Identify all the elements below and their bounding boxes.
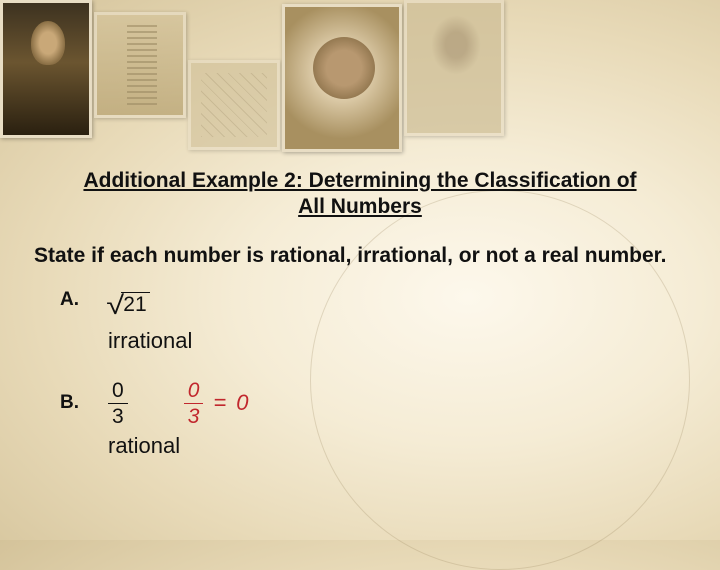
sqrt-radicand: 21 — [121, 292, 149, 317]
slide-prompt: State if each number is rational, irrati… — [34, 243, 686, 269]
sqrt-symbol: √ — [106, 290, 124, 321]
equation-numerator: 0 — [184, 380, 204, 403]
item-a-label: A. — [60, 289, 108, 311]
item-b-row: B. 0 3 0 3 = 0 — [60, 380, 686, 427]
equation-result: 0 — [236, 390, 248, 416]
skeleton-study-image — [404, 0, 504, 136]
item-a-row: A. √ 21 — [60, 289, 686, 320]
vitruvian-man-image — [94, 12, 186, 118]
header-image-strip — [0, 0, 506, 160]
fraction-numerator: 0 — [108, 380, 128, 403]
equation-denominator: 3 — [184, 403, 204, 427]
mona-lisa-image — [0, 0, 92, 138]
item-a-expression: √ 21 — [108, 289, 150, 320]
item-b-answer: rational — [108, 433, 686, 459]
fraction-denominator: 3 — [108, 403, 128, 427]
item-a-answer: irrational — [108, 328, 686, 354]
slide-title: Additional Example 2: Determining the Cl… — [74, 168, 646, 221]
fraction-0-over-3: 0 3 — [108, 380, 128, 427]
equation-fraction: 0 3 — [184, 380, 204, 427]
sqrt-expression: √ 21 — [108, 289, 150, 320]
equals-sign: = — [213, 390, 226, 416]
slide-content: Additional Example 2: Determining the Cl… — [0, 168, 720, 485]
item-b-expression: 0 3 — [108, 380, 128, 427]
item-b-equation: 0 3 = 0 — [184, 380, 249, 427]
fetus-study-image — [282, 4, 402, 152]
machines-sketch-image — [188, 60, 280, 150]
item-b-label: B. — [60, 392, 108, 414]
